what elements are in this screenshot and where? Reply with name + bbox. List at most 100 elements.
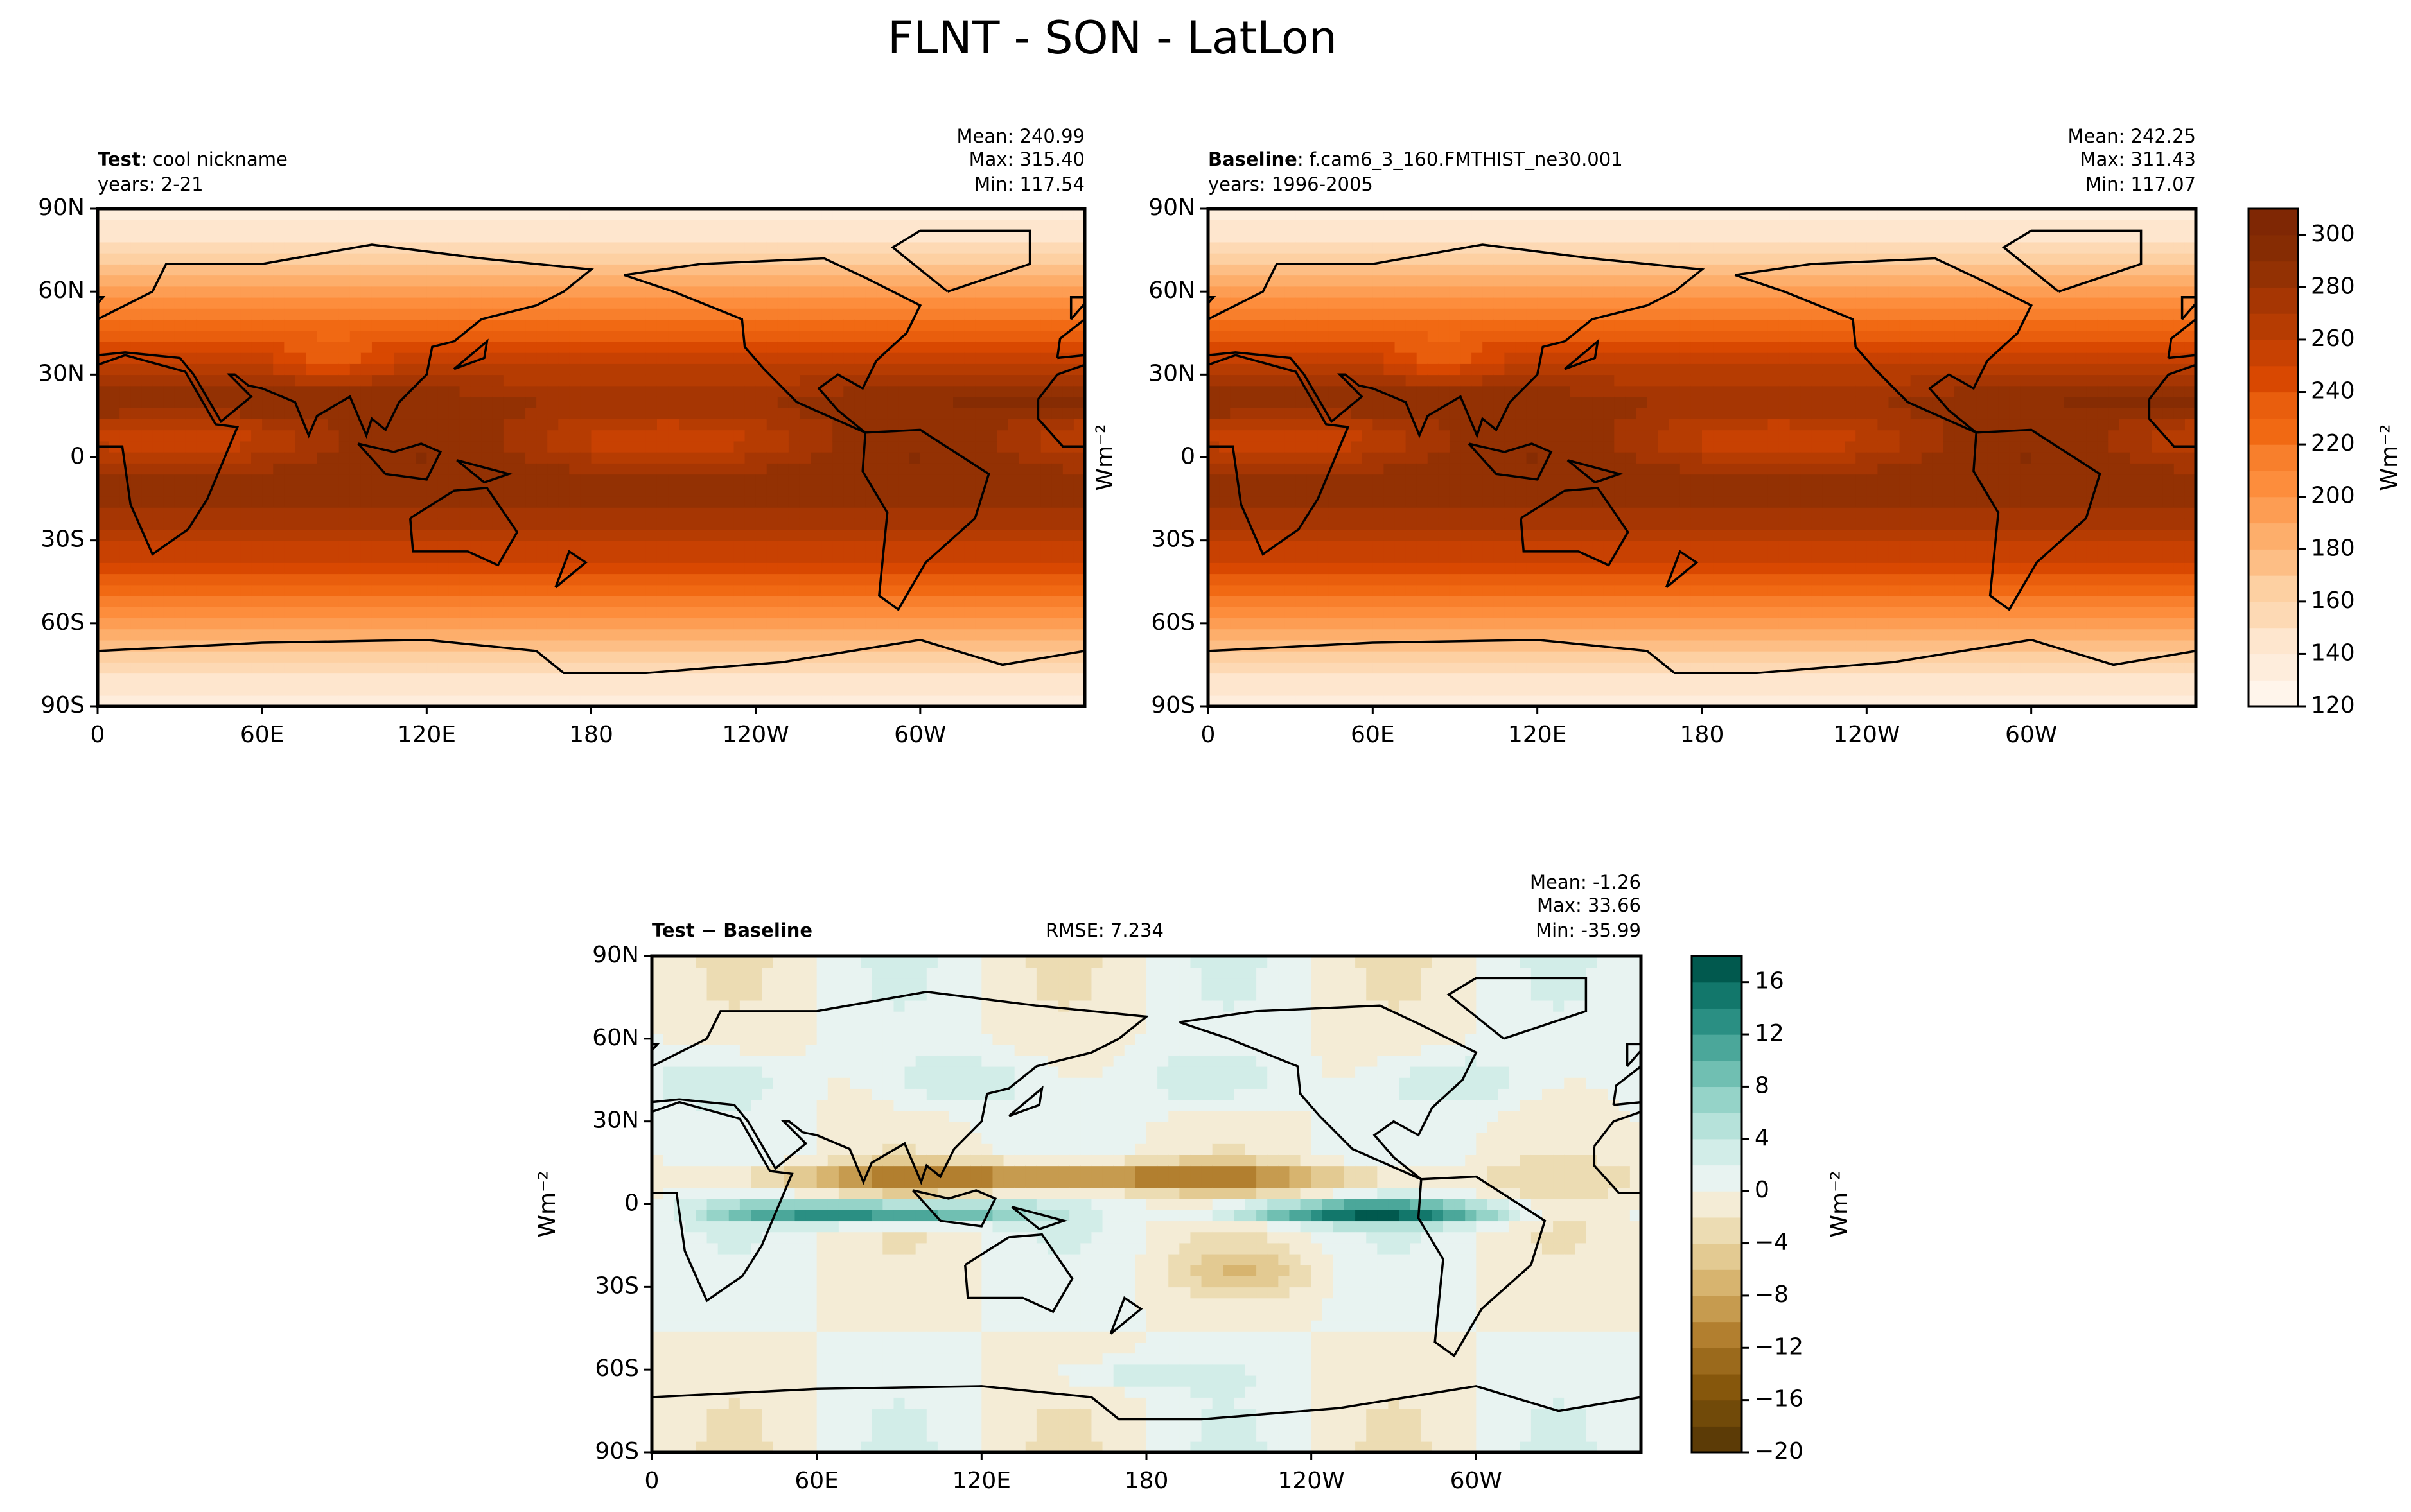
field-cell xyxy=(514,684,526,696)
field-cell xyxy=(349,352,362,364)
field-cell xyxy=(788,419,800,431)
field-cell xyxy=(920,374,932,387)
field-cell xyxy=(712,440,724,453)
field-cell xyxy=(174,220,186,232)
field-cell xyxy=(1351,607,1363,619)
field-cell xyxy=(1416,562,1428,575)
field-cell xyxy=(645,529,658,541)
field-cell xyxy=(1008,673,1020,685)
field-cell xyxy=(1019,584,1031,596)
field-cell xyxy=(645,595,658,607)
field-cell xyxy=(1351,650,1363,663)
field-cell xyxy=(1019,451,1031,464)
field-cell xyxy=(811,518,822,530)
field-cell xyxy=(832,209,845,221)
field-cell xyxy=(723,496,735,508)
field-cell xyxy=(580,430,592,442)
field-cell xyxy=(306,230,318,243)
field-cell xyxy=(1394,308,1407,320)
field-cell xyxy=(986,396,998,408)
field-cell xyxy=(481,650,493,663)
field-cell xyxy=(251,275,263,287)
field-cell xyxy=(426,363,439,376)
field-cell xyxy=(1328,551,1340,563)
field-cell xyxy=(251,341,263,353)
field-cell xyxy=(405,540,417,552)
field-cell xyxy=(931,451,943,464)
field-cell xyxy=(701,275,713,287)
field-cell xyxy=(942,408,954,420)
field-cell xyxy=(1351,573,1363,586)
field-cell xyxy=(580,319,592,331)
field-cell xyxy=(591,595,603,607)
field-cell xyxy=(1274,264,1286,276)
field-cell xyxy=(306,363,318,376)
field-cell xyxy=(185,584,197,596)
field-cell xyxy=(503,241,515,254)
field-cell xyxy=(251,618,263,630)
field-cell xyxy=(1284,662,1297,674)
field-cell xyxy=(645,496,658,508)
field-cell xyxy=(1252,308,1264,320)
field-cell xyxy=(1284,297,1297,309)
field-cell xyxy=(1295,463,1308,475)
field-cell xyxy=(349,297,362,309)
field-cell xyxy=(1274,695,1286,706)
field-cell xyxy=(865,451,877,464)
field-cell xyxy=(602,673,614,685)
field-cell xyxy=(701,463,713,475)
field-cell xyxy=(602,562,614,575)
field-cell xyxy=(416,264,428,276)
field-cell xyxy=(1208,695,1220,706)
field-cell xyxy=(152,419,164,431)
field-cell xyxy=(964,230,976,243)
field-cell xyxy=(755,330,767,342)
field-cell xyxy=(284,474,296,486)
field-cell xyxy=(1351,374,1363,387)
field-cell xyxy=(723,430,735,442)
field-cell xyxy=(514,241,526,254)
field-cell xyxy=(656,252,669,265)
field-cell xyxy=(503,650,515,663)
field-cell xyxy=(865,507,877,519)
field-cell xyxy=(328,551,340,563)
field-cell xyxy=(1241,330,1253,342)
field-cell xyxy=(580,650,592,663)
field-cell xyxy=(481,408,493,420)
field-cell xyxy=(723,451,735,464)
field-cell xyxy=(284,529,296,541)
field-cell xyxy=(437,440,450,453)
field-cell xyxy=(876,673,888,685)
field-cell xyxy=(1284,330,1297,342)
field-cell xyxy=(1362,551,1374,563)
field-cell xyxy=(405,275,417,287)
field-cell xyxy=(218,308,230,320)
field-cell xyxy=(1051,639,1064,652)
field-cell xyxy=(262,220,274,232)
y-tick-label: 30N xyxy=(38,360,85,387)
field-cell xyxy=(1383,650,1396,663)
field-cell xyxy=(1274,430,1286,442)
field-cell xyxy=(349,264,362,276)
field-cell xyxy=(1019,396,1031,408)
field-cell xyxy=(262,595,274,607)
field-cell xyxy=(788,363,800,376)
field-cell xyxy=(240,286,252,298)
field-cell xyxy=(887,220,899,232)
field-cell xyxy=(273,673,285,685)
field-cell xyxy=(349,330,362,342)
field-cell xyxy=(251,230,263,243)
field-cell xyxy=(360,607,373,619)
field-cell xyxy=(437,562,450,575)
field-cell xyxy=(240,230,252,243)
field-cell xyxy=(328,430,340,442)
field-cell xyxy=(251,209,263,221)
field-cell xyxy=(1351,463,1363,475)
field-cell xyxy=(98,529,109,541)
field-cell xyxy=(942,264,954,276)
field-cell xyxy=(953,275,965,287)
field-cell xyxy=(777,330,789,342)
field-cell xyxy=(701,650,713,663)
field-cell xyxy=(240,220,252,232)
field-cell xyxy=(262,275,274,287)
